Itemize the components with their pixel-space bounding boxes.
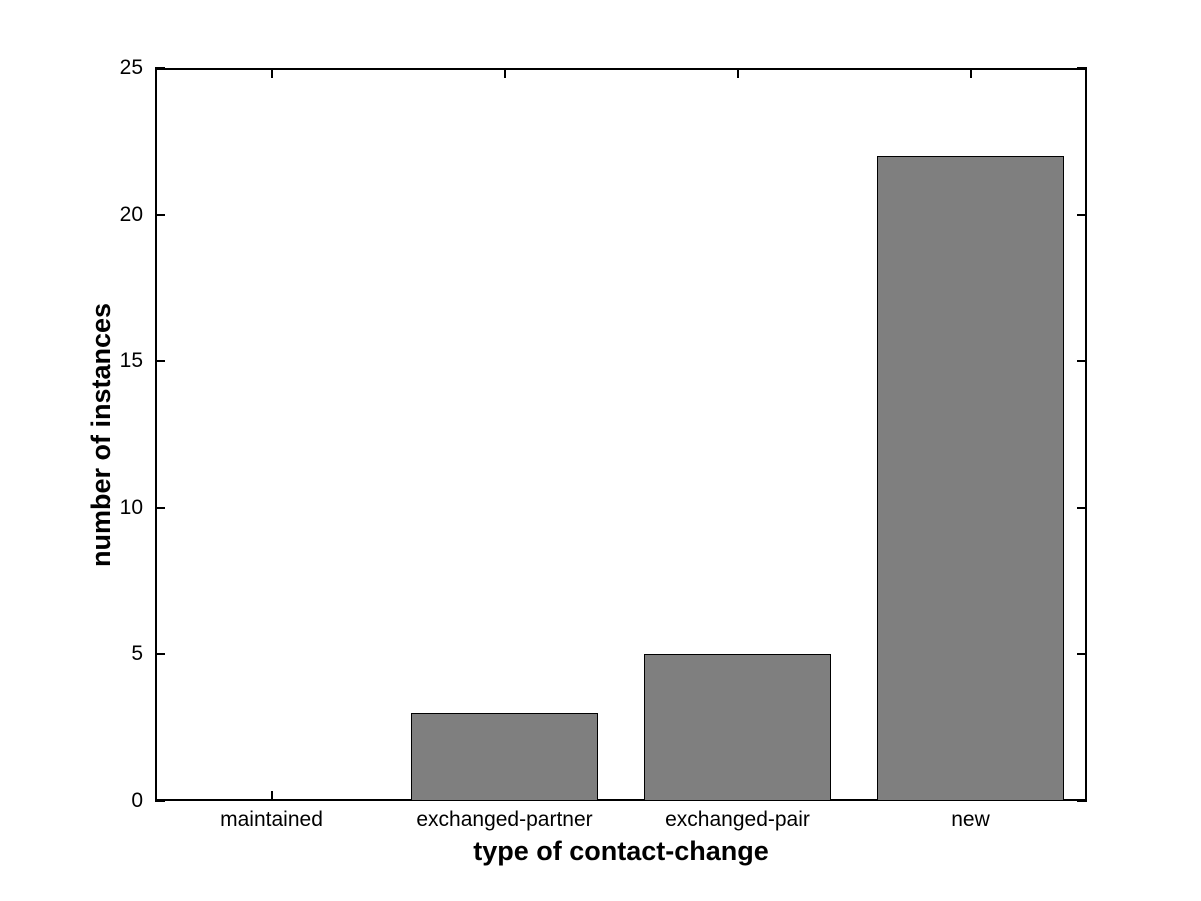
- x-tick-top: [969, 68, 972, 78]
- y-tick-left: [155, 653, 165, 656]
- x-tick-label: new: [951, 808, 990, 831]
- bar-exchanged-partner: [411, 713, 598, 801]
- y-tick-left: [155, 506, 165, 509]
- y-tick-left: [155, 213, 165, 216]
- bar-new: [877, 155, 1064, 801]
- y-tick-right: [1077, 653, 1087, 656]
- bar-exchanged-pair: [644, 654, 831, 801]
- x-axis-label: type of contact-change: [473, 836, 769, 866]
- y-axis-label: number of instances: [86, 302, 116, 568]
- y-tick-label: 15: [119, 349, 143, 373]
- y-tick-left: [155, 67, 165, 69]
- x-tick-label: maintained: [220, 808, 323, 831]
- y-tick-label: 20: [119, 202, 143, 226]
- y-tick-left: [155, 800, 165, 802]
- y-tick-right: [1077, 67, 1087, 69]
- y-tick-label: 10: [119, 495, 143, 519]
- y-tick-right: [1077, 360, 1087, 363]
- x-tick-label: exchanged-pair: [665, 808, 810, 831]
- y-tick-label: 5: [131, 642, 143, 666]
- y-tick-right: [1077, 506, 1087, 509]
- y-tick-label: 25: [119, 56, 143, 79]
- x-tick-label: exchanged-partner: [416, 808, 593, 831]
- y-tick-label: 0: [131, 789, 143, 812]
- y-tick-left: [155, 360, 165, 363]
- y-tick-right: [1077, 213, 1087, 216]
- x-tick-bottom: [270, 791, 273, 801]
- x-tick-top: [503, 68, 506, 78]
- x-tick-top: [270, 68, 273, 78]
- x-tick-top: [736, 68, 739, 78]
- y-tick-right: [1077, 800, 1087, 802]
